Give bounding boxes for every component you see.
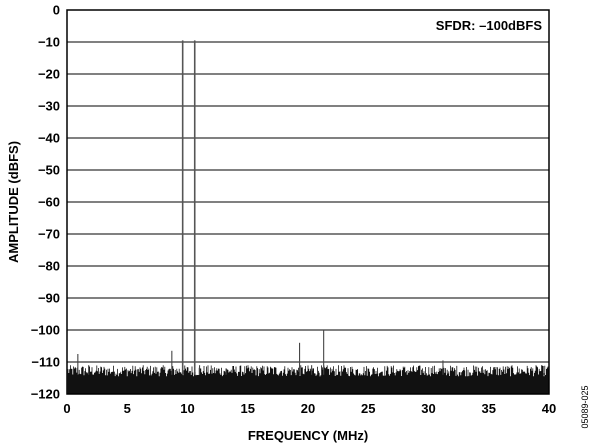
y-tick-label: −50 [38, 163, 60, 178]
x-tick-label: 15 [241, 401, 255, 416]
x-tick-label: 40 [542, 401, 556, 416]
x-tick-label: 5 [124, 401, 131, 416]
y-tick-label: −100 [31, 323, 60, 338]
noise-trace [67, 365, 550, 394]
y-tick-label: −30 [38, 99, 60, 114]
x-tick-label: 25 [361, 401, 375, 416]
y-tick-label: −60 [38, 195, 60, 210]
y-tick-label: −70 [38, 227, 60, 242]
y-axis-title: AMPLITUDE (dBFS) [6, 141, 21, 263]
y-tick-label: 0 [53, 3, 60, 18]
y-tick-label: −20 [38, 67, 60, 82]
x-tick-labels: 0 5 10 15 20 25 30 35 40 [63, 401, 556, 416]
y-tick-label: −120 [31, 387, 60, 402]
figure-id: 05089-025 [580, 385, 590, 428]
x-tick-label: 35 [482, 401, 496, 416]
noise-floor-trace [67, 365, 550, 394]
x-tick-label: 30 [421, 401, 435, 416]
x-tick-label: 20 [301, 401, 315, 416]
x-tick-label: 10 [180, 401, 194, 416]
y-tick-labels: 0 −10 −20 −30 −40 −50 −60 −70 −80 −90 −100 −110 −120 [31, 3, 60, 402]
y-tick-label: −110 [31, 355, 60, 370]
y-tick-label: −90 [38, 291, 60, 306]
y-tick-label: −80 [38, 259, 60, 274]
y-tick-label: −40 [38, 131, 60, 146]
spur-peaks [77, 40, 545, 375]
x-tick-label: 0 [63, 401, 70, 416]
grid-lines [66, 41, 550, 394]
x-axis-title: FREQUENCY (MHz) [248, 428, 368, 443]
y-tick-label: −10 [38, 35, 60, 50]
plot-frame [66, 9, 550, 395]
sfdr-annotation: SFDR: –100dBFS [436, 18, 543, 33]
